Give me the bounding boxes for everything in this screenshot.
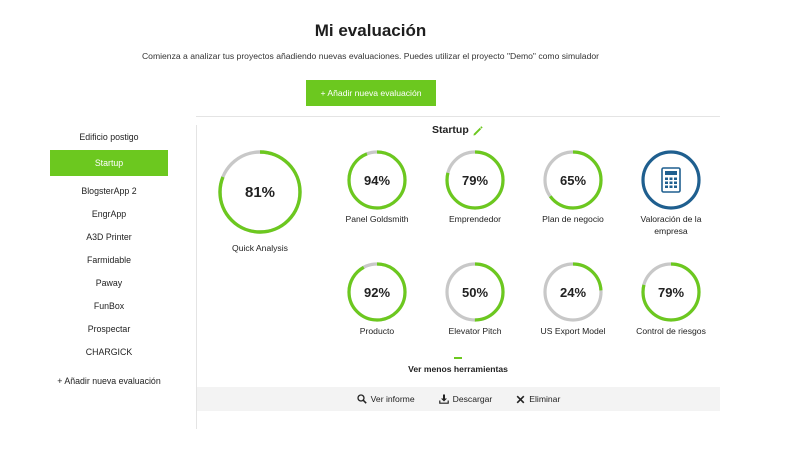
emprendedor-label[interactable]: Emprendedor [448,214,502,224]
gauge-progress-arc [543,262,603,322]
panel-goldsmith-ring [347,150,407,210]
gauge-progress-arc [347,150,407,210]
sidebar-item-funbox[interactable]: FunBox [93,300,125,311]
add-evaluation-button[interactable]: + Añadir nueva evaluación [306,80,436,106]
gauge-progress-arc [347,262,407,322]
sidebar-item-farmidable[interactable]: Farmidable [86,254,131,265]
project-sidebar: Edificio postigo Startup BlogsterApp 2 E… [50,125,168,363]
download-label: Descargar [452,394,493,404]
sidebar-item-startup[interactable]: Startup [50,150,168,176]
header-divider [196,116,720,117]
quick-analysis-value: 81% [244,183,276,201]
gauge-progress-arc [218,150,302,234]
project-title-text: Startup [432,124,469,136]
control-de-riesgos-gauge[interactable]: 79% [641,262,701,322]
toggle-indicator [454,357,462,359]
gauge-progress-arc [445,150,505,210]
plan-de-negocio-gauge[interactable]: 65% [543,150,603,210]
calculator-icon [641,150,701,210]
view-report-label: Ver informe [370,394,415,404]
page-subtitle: Comienza a analizar tus proyectos añadie… [141,51,600,61]
producto-ring [347,262,407,322]
quick-analysis-label[interactable]: Quick Analysis [232,243,288,253]
elevator-pitch-value: 50% [461,284,489,300]
valoracion-empresa-gauge[interactable] [641,150,701,210]
producto-gauge[interactable]: 92% [347,262,407,322]
elevator-pitch-label[interactable]: Elevator Pitch [448,326,502,336]
gauge-progress-arc [445,262,505,322]
us-export-model-ring [543,262,603,322]
download-button[interactable]: Descargar [438,394,493,404]
sidebar-item-a3d-printer[interactable]: A3D Printer [86,231,132,242]
elevator-pitch-ring [445,262,505,322]
us-export-model-gauge[interactable]: 24% [543,262,603,322]
sidebar-item-blogsterapp-2[interactable]: BlogsterApp 2 [81,185,137,196]
sidebar-item-prospectar[interactable]: Prospectar [87,323,131,334]
sidebar-item-chargick[interactable]: CHARGICK [85,346,133,357]
gauge-progress-arc [641,262,701,322]
project-title: Startup [432,124,483,136]
emprendedor-value: 79% [461,172,489,188]
control-de-riesgos-ring [641,262,701,322]
producto-value: 92% [363,284,391,300]
sidebar-item-edificio-postigo[interactable]: Edificio postigo [79,131,139,142]
search-icon [357,394,367,404]
action-bar: Ver informe Descargar Eliminar [197,387,720,411]
elevator-pitch-gauge[interactable]: 50% [445,262,505,322]
panel-goldsmith-gauge[interactable]: 94% [347,150,407,210]
close-icon [516,395,525,403]
delete-button[interactable]: Eliminar [516,394,560,404]
valoracion-empresa-label[interactable]: Valoración de la empresa [640,214,702,236]
sidebar-divider [196,125,197,429]
emprendedor-ring [445,150,505,210]
sidebar-add-evaluation-link[interactable]: + Añadir nueva evaluación [57,376,161,386]
producto-label[interactable]: Producto [359,326,395,336]
page-title: Mi evaluación [314,21,427,40]
sidebar-item-engrapp[interactable]: EngrApp [91,208,127,219]
us-export-model-value: 24% [559,284,587,300]
panel-goldsmith-label[interactable]: Panel Goldsmith [345,214,409,224]
download-icon [438,394,449,404]
toggle-tools-link[interactable]: Ver menos herramientas [408,364,508,374]
pencil-icon[interactable] [472,125,483,136]
delete-label: Eliminar [529,394,561,404]
panel-goldsmith-value: 94% [363,172,391,188]
view-report-button[interactable]: Ver informe [357,394,415,404]
sidebar-item-paway[interactable]: Paway [95,277,123,288]
us-export-model-label[interactable]: US Export Model [540,326,606,336]
emprendedor-gauge[interactable]: 79% [445,150,505,210]
quick-analysis-ring [218,150,302,234]
plan-de-negocio-label[interactable]: Plan de negocio [542,214,604,224]
plan-de-negocio-value: 65% [559,172,587,188]
control-de-riesgos-value: 79% [657,284,685,300]
gauge-progress-arc [543,150,603,210]
quick-analysis-gauge[interactable]: 81% [218,150,302,234]
plan-de-negocio-ring [543,150,603,210]
control-de-riesgos-label[interactable]: Control de riesgos [636,326,706,336]
